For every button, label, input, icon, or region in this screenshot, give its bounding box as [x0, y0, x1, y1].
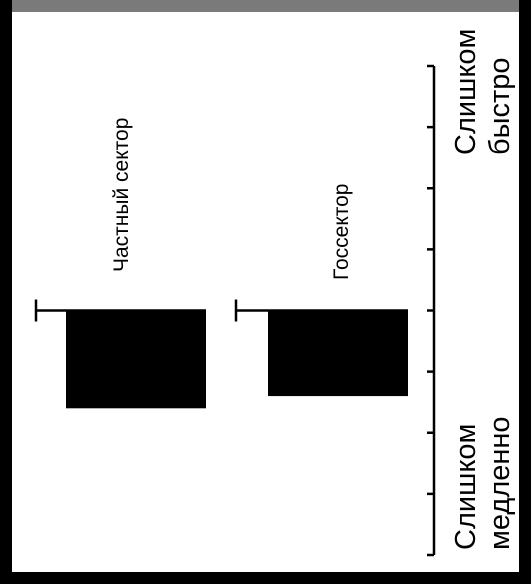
error-bars — [34, 299, 408, 322]
category-label: Частный сектор — [110, 118, 133, 272]
scale-min-label: Слишкоммедленно — [450, 416, 516, 550]
category-labels: Частный сектор Госсектор — [110, 118, 353, 280]
end-label-line: Слишком — [450, 424, 482, 550]
end-label-line: быстро — [484, 58, 516, 156]
end-label-line: медленно — [484, 416, 516, 550]
scale-ticks — [427, 64, 434, 557]
category-label: Госсектор — [330, 184, 353, 281]
bottom-border — [0, 572, 531, 584]
left-border — [0, 0, 12, 584]
right-border — [519, 0, 531, 584]
bar — [66, 310, 206, 409]
scale-max-label: Слишкомбыстро — [450, 29, 516, 155]
end-label-line: Слишком — [450, 29, 482, 155]
bar — [268, 310, 408, 397]
top-border — [0, 0, 531, 12]
bars — [66, 310, 408, 409]
